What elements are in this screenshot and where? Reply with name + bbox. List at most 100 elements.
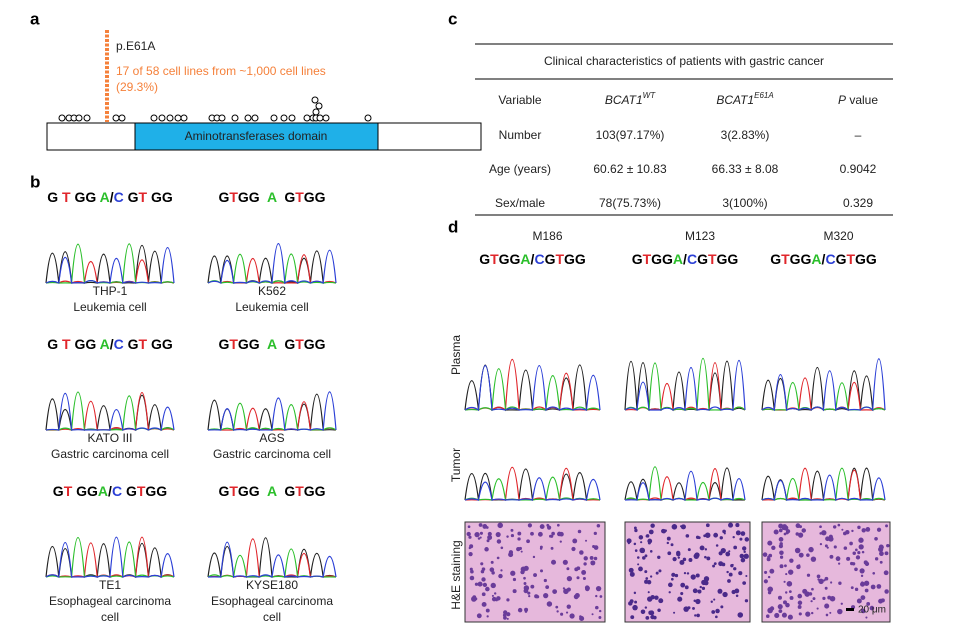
nucleus [695,598,701,605]
nucleus [837,608,843,615]
hotspot-note: (29.3%) [116,80,158,94]
chromatogram [464,468,601,501]
table-title: Clinical characteristics of patients wit… [544,54,824,68]
nucleus [666,536,671,541]
nucleus [784,564,787,568]
nucleus [876,527,882,532]
nucleus [517,531,522,536]
nucleus [581,570,587,575]
nucleus [846,556,851,561]
nucleus [817,578,820,581]
mutation-dots [58,96,372,122]
nucleus [673,611,676,614]
dot [364,114,372,122]
nucleus [787,614,793,620]
nucleus [562,587,566,590]
nucleus [778,523,784,529]
nucleus [701,586,706,591]
nucleus [767,586,774,593]
nucleus [789,558,794,563]
table-cell: 0.9042 [840,162,877,176]
nucleus [684,585,689,590]
nucleus [713,598,716,601]
nucleus [802,588,808,594]
caption: Gastric carcinoma cell [51,447,169,461]
nucleus [861,550,865,554]
chromatogram [207,391,337,431]
nucleus [861,581,864,584]
nucleus [745,574,748,578]
dot [288,114,296,122]
nucleus [636,556,640,559]
dot [270,114,278,122]
sequence: GTGGA/CGTGG [770,251,877,267]
chromatogram [207,243,337,285]
nucleus [526,539,530,544]
nucleus [489,567,495,573]
nucleus [520,566,527,572]
nucleus [486,615,489,618]
dot [158,114,166,122]
table-cell: Sex/male [495,196,545,210]
nucleus [533,573,537,578]
nucleus [832,525,837,529]
nucleus [740,557,746,563]
nucleus [861,608,866,614]
nucleus [715,608,720,614]
nucleus [783,532,787,536]
nucleus [717,588,723,594]
sample-name: M123 [685,229,715,243]
nucleus [884,551,889,556]
nucleus [634,528,638,533]
nucleus [661,528,666,534]
nucleus [517,537,521,541]
nucleus [503,616,507,620]
nucleus [816,607,819,610]
nucleus [825,613,829,617]
nucleus [728,572,733,577]
nucleus [510,534,515,538]
nucleus [782,600,787,605]
nucleus [582,577,586,581]
nucleus [840,602,843,605]
nucleus [711,610,716,614]
nucleus [667,551,672,556]
chromatogram [464,358,601,412]
nucleus [767,590,772,595]
nucleus [496,539,502,544]
nucleus [527,591,531,595]
nucleus [644,554,648,558]
dot [303,114,311,122]
nucleus [785,591,788,594]
nucleus [527,523,533,528]
header-text: P [838,93,846,107]
nucleus [713,562,717,566]
nucleus [626,538,632,544]
nucleus [670,543,674,547]
nucleus [556,523,560,527]
table-cell: Number [499,128,542,142]
chromatogram [45,246,175,284]
nucleus [637,563,640,566]
nucleus [880,598,885,603]
nucleus [585,539,588,542]
nucleus [829,611,832,614]
table-cell: 66.33 ± 8.08 [712,162,779,176]
nucleus [805,611,811,617]
nucleus [686,572,690,575]
nucleus [798,564,801,567]
nucleus [470,569,474,574]
nucleus [487,536,491,540]
nucleus [795,532,799,536]
nucleus [687,606,691,610]
sequence: GTGG A GTGG [218,189,325,205]
nucleus [798,552,804,558]
nucleus [672,556,677,562]
nucleus [680,582,686,588]
nucleus [539,547,543,550]
nucleus [824,576,829,581]
header-sup: WT [643,91,657,100]
nucleus [824,544,828,548]
nucleus [726,570,729,574]
nucleus [657,608,661,613]
